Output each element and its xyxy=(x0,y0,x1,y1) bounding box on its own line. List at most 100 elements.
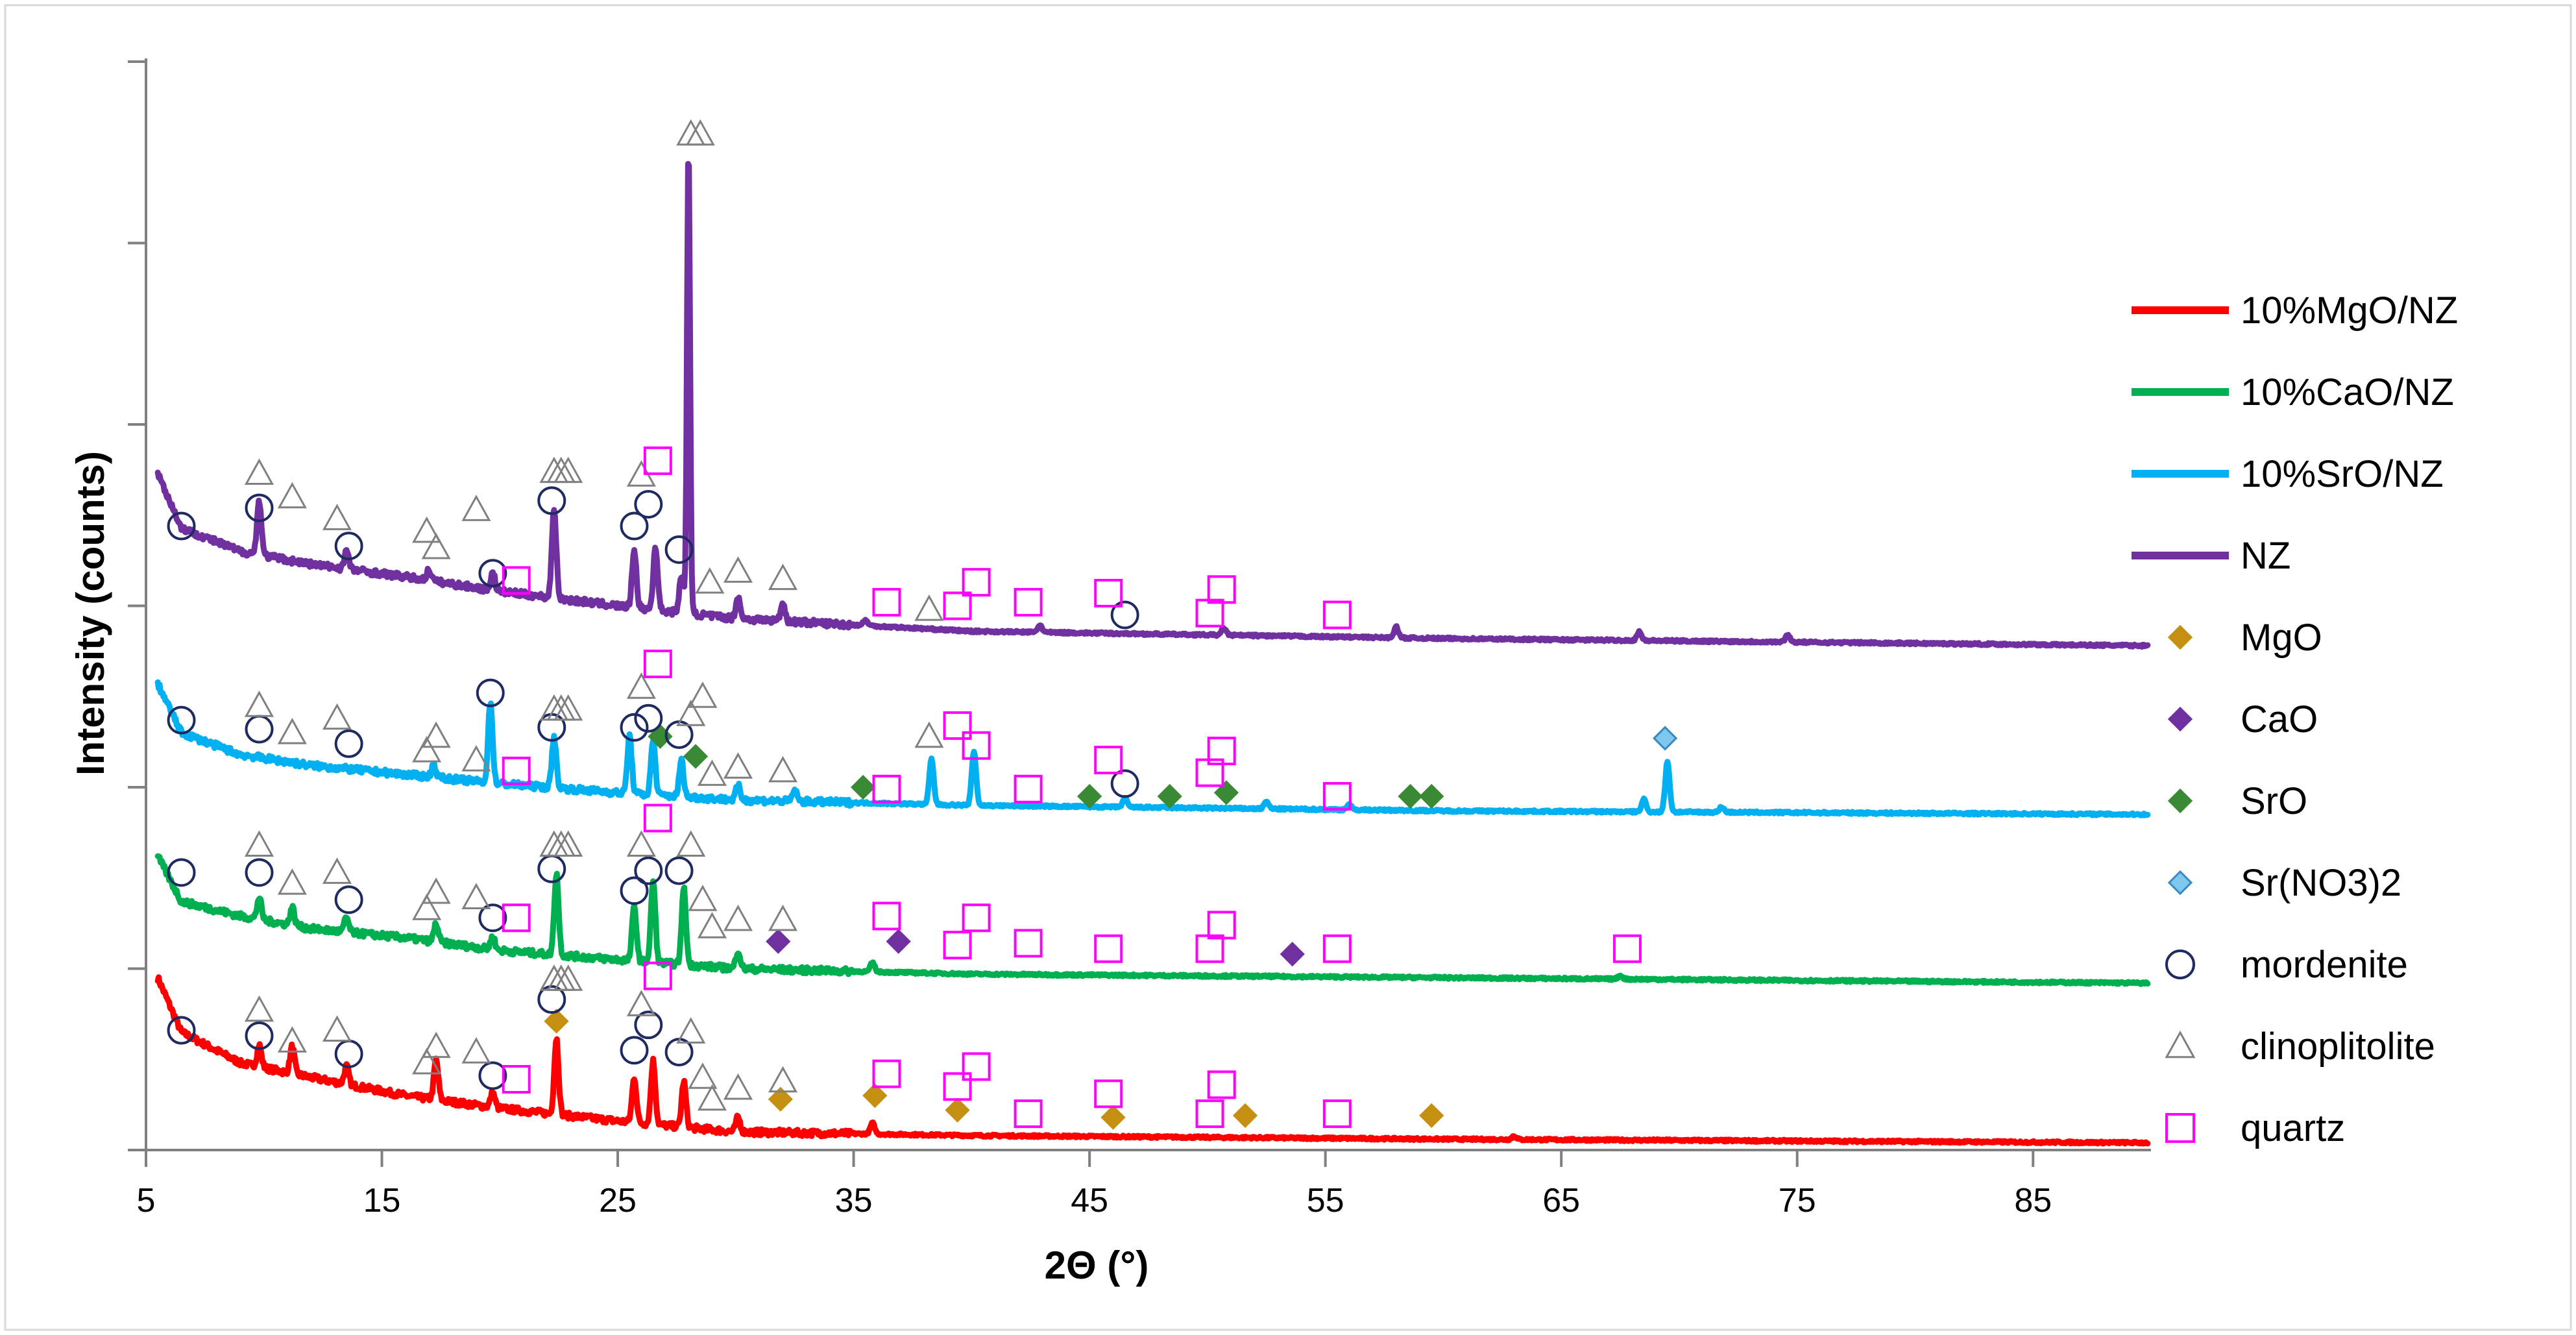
legend-marker-3 xyxy=(2167,870,2193,896)
marker-mordenite xyxy=(245,1021,274,1050)
axes: 5 15 25 35 45 55 65 75 85 xyxy=(128,58,2151,1219)
x-tick-label: 65 xyxy=(1542,1182,1580,1219)
marker-quartz xyxy=(1207,737,1236,766)
marker-clinoplitolite xyxy=(553,694,583,721)
marker-cao xyxy=(886,929,911,954)
marker-quartz xyxy=(643,649,672,678)
marker-clinoplitolite xyxy=(723,556,753,583)
marker-quartz xyxy=(1322,1099,1352,1129)
marker-clinoplitolite xyxy=(553,964,583,991)
marker-mgo xyxy=(862,1083,888,1108)
marker-clinoplitolite xyxy=(768,755,798,783)
marker-cao xyxy=(766,929,791,954)
marker-clinoplitolite xyxy=(914,594,944,621)
marker-mordenite xyxy=(167,705,196,735)
marker-clinoplitolite xyxy=(695,567,725,594)
marker-clinoplitolite xyxy=(697,1084,727,1111)
marker-quartz xyxy=(502,756,531,785)
x-tick-label: 5 xyxy=(137,1182,156,1219)
marker-clinoplitolite xyxy=(461,1036,491,1064)
marker-quartz xyxy=(1195,1099,1224,1129)
series-line-0 xyxy=(154,974,2151,1147)
marker-clinoplitolite xyxy=(914,721,944,748)
marker-clinoplitolite xyxy=(768,904,798,931)
marker-quartz xyxy=(962,731,991,760)
marker-mgo xyxy=(1419,1103,1444,1129)
phase-markers xyxy=(167,119,1678,1130)
marker-quartz xyxy=(1094,578,1123,607)
marker-clinoplitolite xyxy=(412,736,442,763)
marker-mordenite xyxy=(476,678,505,707)
marker-clinoplitolite xyxy=(723,1073,753,1100)
marker-mgo xyxy=(945,1097,970,1123)
marker-quartz xyxy=(1014,1099,1043,1129)
marker-quartz xyxy=(1094,1079,1123,1108)
marker-clinoplitolite xyxy=(723,752,753,779)
marker-clinoplitolite xyxy=(626,830,656,857)
marker-clinoplitolite xyxy=(322,504,352,530)
marker-quartz xyxy=(872,1059,901,1088)
marker-mordenite xyxy=(334,1039,363,1068)
marker-mordenite xyxy=(620,713,649,742)
marker-mgo xyxy=(544,1009,569,1034)
marker-mordenite xyxy=(620,876,649,905)
legend-label: MgO xyxy=(2241,617,2322,659)
series-line-3 xyxy=(154,161,2151,650)
x-axis-label: 2Θ (°) xyxy=(1045,1243,1149,1287)
marker-quartz xyxy=(502,903,531,933)
marker-mordenite xyxy=(634,856,663,885)
legend-marker-5 xyxy=(2165,1030,2196,1059)
marker-quartz xyxy=(502,566,531,595)
legend-label: 10%MgO/NZ xyxy=(2241,289,2458,332)
legend-marker-6 xyxy=(2165,1113,2195,1143)
marker-mordenite xyxy=(537,985,566,1014)
marker-sro xyxy=(1419,783,1444,809)
marker-quartz xyxy=(502,1064,531,1094)
marker-clinoplitolite xyxy=(277,1026,307,1053)
marker-quartz xyxy=(643,961,672,990)
marker-quartz xyxy=(1207,575,1236,604)
marker-mordenite xyxy=(478,559,507,588)
marker-sro xyxy=(1398,783,1423,809)
marker-quartz xyxy=(1207,1070,1236,1099)
marker-quartz xyxy=(872,587,901,617)
x-tick-label: 45 xyxy=(1071,1182,1108,1219)
marker-quartz xyxy=(1195,934,1224,963)
marker-quartz xyxy=(1014,774,1043,803)
legend: 10%MgO/NZ 10%CaO/NZ 10%SrO/NZ NZ MgO CaO SrO Sr… xyxy=(2132,289,2458,1149)
marker-clinoplitolite xyxy=(685,119,715,146)
marker-clinoplitolite xyxy=(322,857,352,884)
marker-clinoplitolite xyxy=(768,563,798,591)
marker-clinoplitolite xyxy=(421,1031,451,1059)
marker-quartz xyxy=(1014,587,1043,617)
marker-quartz xyxy=(643,446,672,475)
marker-clinoplitolite xyxy=(461,495,491,521)
legend-marker-4 xyxy=(2165,949,2195,979)
series-line-2 xyxy=(154,679,2151,818)
marker-clinoplitolite xyxy=(676,830,706,857)
marker-clinoplitolite xyxy=(553,830,583,857)
marker-quartz xyxy=(1612,934,1642,963)
marker-clinoplitolite xyxy=(626,672,656,699)
marker-quartz xyxy=(1094,746,1123,775)
marker-quartz xyxy=(1207,911,1236,940)
marker-clinoplitolite xyxy=(412,1047,442,1075)
marker-clinoplitolite xyxy=(697,759,727,786)
y-axis-label: Intensity (counts) xyxy=(69,451,112,776)
marker-quartz xyxy=(1094,934,1123,963)
marker-quartz xyxy=(962,1052,991,1081)
marker-quartz xyxy=(943,1072,972,1101)
marker-quartz xyxy=(1195,598,1224,628)
marker-sro xyxy=(683,744,709,769)
marker-mgo xyxy=(768,1086,794,1112)
marker-quartz xyxy=(1322,934,1352,963)
marker-clinoplitolite xyxy=(244,691,274,717)
legend-label: NZ xyxy=(2241,535,2290,577)
marker-mgo xyxy=(1232,1103,1258,1129)
x-tick-label: 15 xyxy=(363,1182,401,1219)
marker-mordenite xyxy=(167,858,196,887)
marker-clinoplitolite xyxy=(244,458,274,485)
marker-cao xyxy=(1280,942,1305,967)
marker-clinoplitolite xyxy=(697,912,727,938)
marker-mordenite xyxy=(334,532,363,561)
